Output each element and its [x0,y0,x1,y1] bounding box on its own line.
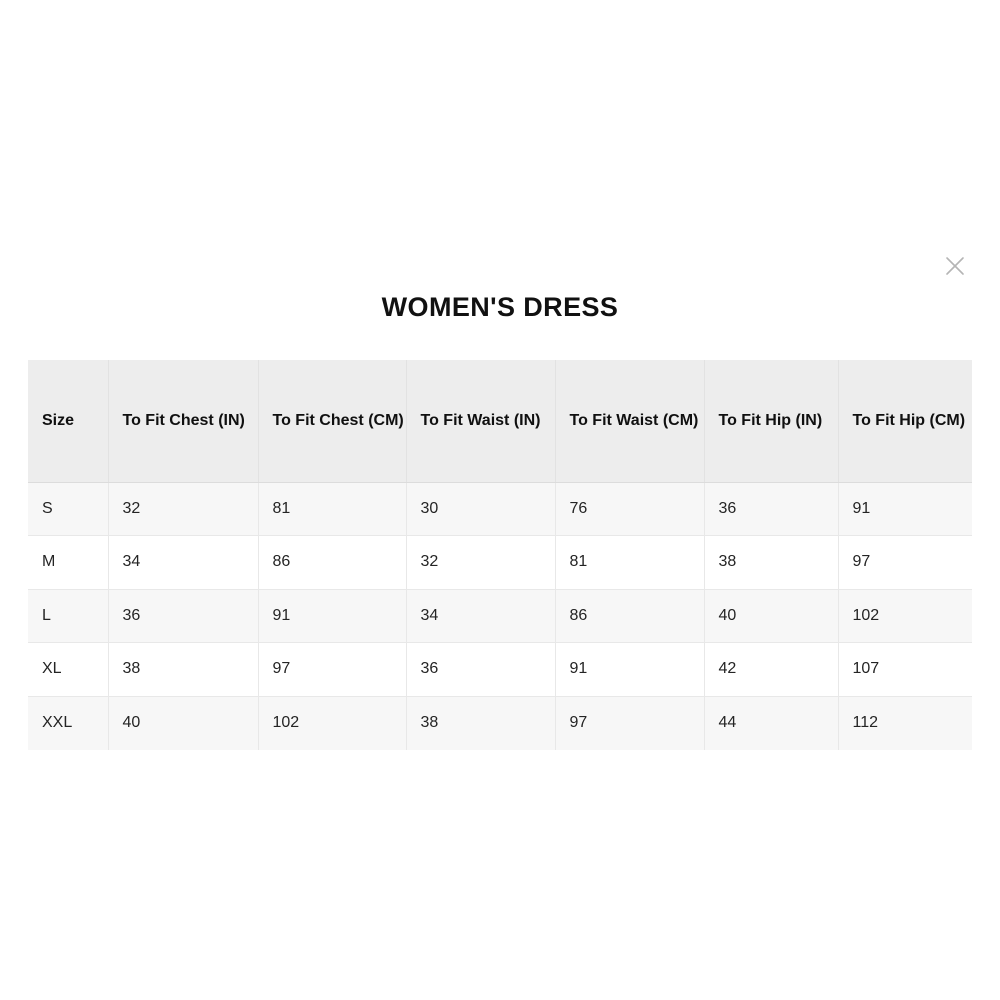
cell-chest-cm: 97 [258,642,407,697]
table-header: Size To Fit Chest (IN) To Fit Chest (CM)… [28,360,972,483]
column-header-hip-in: To Fit Hip (IN) [704,360,839,483]
cell-hip-in: 40 [704,589,839,643]
cell-chest-cm: 81 [258,482,407,536]
size-chart-table-container: Size To Fit Chest (IN) To Fit Chest (CM)… [28,360,972,750]
cell-chest-in: 32 [108,482,259,536]
table-row: L 36 91 34 86 40 102 [28,589,972,643]
table-row: XXL 40 102 38 97 44 112 [28,696,972,750]
cell-waist-in: 34 [406,589,556,643]
cell-size: XXL [28,696,109,750]
cell-hip-cm: 102 [838,589,972,643]
table-row: S 32 81 30 76 36 91 [28,482,972,536]
cell-chest-cm: 91 [258,589,407,643]
size-chart-table: Size To Fit Chest (IN) To Fit Chest (CM)… [28,360,972,750]
cell-hip-cm: 112 [852,714,879,731]
table-header-row: Size To Fit Chest (IN) To Fit Chest (CM)… [28,360,972,483]
cell-chest-cm: 86 [258,535,407,590]
column-header-chest-in: To Fit Chest (IN) [108,360,259,483]
cell-size: XL [28,642,109,697]
cell-waist-in: 38 [406,696,556,750]
cell-chest-in: 36 [108,589,259,643]
cell-chest-cm: 102 [258,696,407,750]
table-body: S 32 81 30 76 36 91 M 34 86 32 81 38 97 [28,482,972,750]
page-title: WOMEN'S DRESS [381,292,619,322]
cell-waist-cm: 91 [555,642,705,697]
table-row: M 34 86 32 81 38 97 [28,535,972,590]
cell-chest-in: 40 [108,696,259,750]
cell-waist-in: 32 [406,535,556,590]
table-row: XL 38 97 36 91 42 107 [28,642,972,697]
column-header-chest-cm: To Fit Chest (CM) [258,360,407,483]
cell-hip-in: 38 [704,535,839,590]
cell-hip-in: 44 [704,696,839,750]
cell-chest-in: 34 [108,535,259,590]
cell-waist-cm: 81 [555,535,705,590]
cell-size: M [28,535,109,590]
cell-waist-cm: 76 [555,482,705,536]
column-header-waist-in: To Fit Waist (IN) [406,360,556,483]
cell-waist-cm: 97 [555,696,705,750]
column-header-waist-cm: To Fit Waist (CM) [555,360,705,483]
cell-hip-cm: 107 [838,642,972,697]
column-header-size: Size [28,360,109,483]
column-header-hip-cm: To Fit Hip (CM) [838,360,972,483]
cell-hip-in: 42 [704,642,839,697]
cell-hip-cm: 91 [838,482,972,536]
cell-waist-in: 36 [406,642,556,697]
cell-size: L [28,589,109,643]
close-icon [946,257,964,275]
cell-size: S [28,482,109,536]
cell-hip-in: 36 [704,482,839,536]
cell-hip-cm: 97 [838,535,972,590]
cell-waist-in: 30 [406,482,556,536]
close-button[interactable] [935,246,975,286]
cell-waist-cm: 86 [555,589,705,643]
cell-chest-in: 38 [108,642,259,697]
